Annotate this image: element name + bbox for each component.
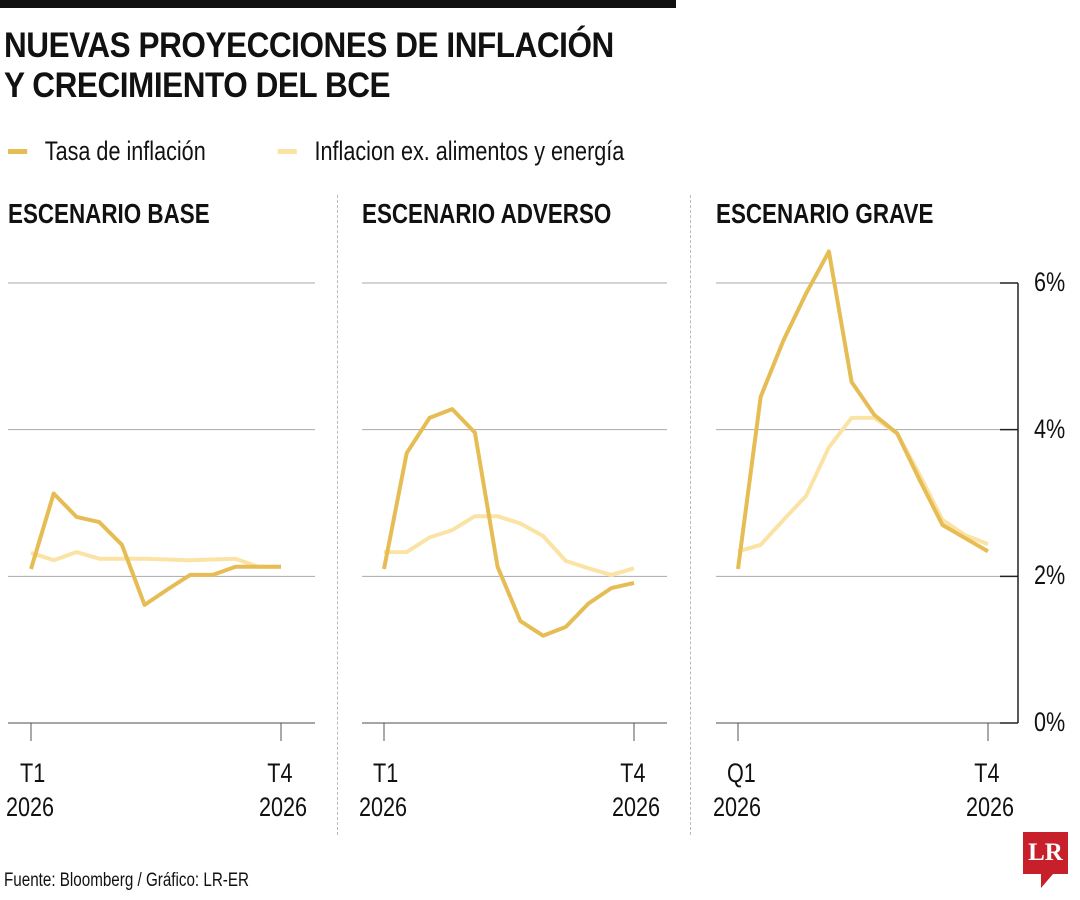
series-line-inflation: [736, 249, 990, 570]
series-line-core: [737, 415, 989, 554]
title-line-1: NUEVAS PROYECCIONES DE INFLACIÓN: [4, 26, 614, 65]
title-line-2: Y CRECIMIENTO DEL BCE: [4, 66, 391, 105]
legend-label: Inflacion ex. alimentos y energía: [314, 136, 625, 166]
panel-title-grave: ESCENARIO GRAVE: [716, 198, 934, 229]
x-tick-label: Q1: [727, 758, 756, 788]
legend: Tasa de inflación Inflacion ex. alimento…: [8, 136, 696, 167]
y-tick-label: 6%: [1034, 267, 1066, 297]
series-line-core: [384, 514, 635, 577]
x-tick-label: 2026: [713, 792, 762, 822]
panel-divider: [690, 195, 691, 835]
x-tick-label: 2026: [359, 792, 408, 822]
x-tick-label: 2026: [611, 792, 660, 822]
legend-item-core: Inflacion ex. alimentos y energía: [277, 136, 625, 167]
x-tick-label: 2026: [6, 792, 55, 822]
chart-title: NUEVAS PROYECCIONES DE INFLACIÓN Y CRECI…: [4, 26, 688, 106]
y-tick-label: 0%: [1034, 707, 1066, 737]
series-line-inflation: [29, 491, 281, 607]
panel-title-base: ESCENARIO BASE: [8, 198, 210, 229]
legend-item-inflation: Tasa de inflación: [8, 136, 206, 167]
panel-divider: [337, 195, 338, 835]
x-tick-label: T4: [267, 758, 293, 788]
legend-swatch: [8, 149, 28, 154]
top-bar: [0, 0, 676, 8]
x-tick-label: T4: [974, 758, 1000, 788]
x-tick-label: 2026: [965, 792, 1014, 822]
series-line-inflation: [382, 407, 635, 638]
x-tick-label: 2026: [258, 792, 307, 822]
legend-label: Tasa de inflación: [44, 136, 206, 166]
x-tick-label: T1: [20, 758, 46, 788]
y-tick-label: 2%: [1034, 560, 1066, 591]
series-line-core: [30, 550, 281, 569]
x-tick-label: T4: [620, 758, 646, 788]
x-tick-label: T1: [373, 758, 399, 788]
panel-title-adverso: ESCENARIO ADVERSO: [362, 198, 612, 229]
source-note: Fuente: Bloomberg / Gráfico: LR-ER: [4, 870, 249, 891]
lr-logo: LR: [1023, 832, 1068, 888]
y-tick-label: 4%: [1034, 413, 1066, 444]
legend-swatch: [277, 149, 297, 154]
